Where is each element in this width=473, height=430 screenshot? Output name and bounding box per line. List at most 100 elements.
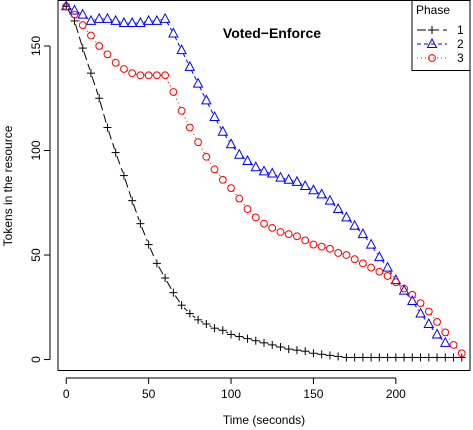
series-2-point bbox=[69, 4, 80, 15]
series-1-segment bbox=[83, 51, 91, 70]
series-2-segment bbox=[190, 69, 197, 81]
series-1-point bbox=[276, 343, 285, 352]
plot-frame bbox=[57, 0, 471, 371]
series-3-point bbox=[334, 249, 343, 257]
legend-marker bbox=[428, 54, 436, 62]
series-3-point bbox=[194, 138, 202, 147]
series-3-segment bbox=[216, 171, 222, 178]
series-3-segment bbox=[174, 94, 181, 108]
series-1-segment bbox=[174, 295, 181, 303]
series-1-point bbox=[367, 353, 376, 362]
series-2-point bbox=[406, 294, 418, 306]
y-tick-label: 50 bbox=[29, 248, 43, 262]
series-3-segment bbox=[199, 144, 206, 154]
x-axis: 0 50 100 150 200 bbox=[63, 377, 406, 401]
series-3-segment bbox=[232, 190, 238, 197]
legend: Phase 123 bbox=[411, 0, 471, 71]
series-1-point bbox=[301, 347, 310, 356]
series-2-point bbox=[357, 228, 369, 239]
series-1-point bbox=[325, 351, 334, 360]
series-3-point bbox=[111, 58, 120, 67]
series-3-point bbox=[284, 230, 293, 239]
series-2-point bbox=[200, 94, 212, 105]
series-1-point bbox=[251, 336, 260, 345]
series-2-point bbox=[143, 14, 154, 25]
series-1-point bbox=[202, 320, 211, 329]
series-3-point bbox=[342, 251, 351, 259]
series-1-point bbox=[136, 219, 145, 228]
series-3-point bbox=[293, 232, 301, 241]
series-1-segment bbox=[141, 226, 148, 242]
series-2-point bbox=[374, 251, 385, 262]
series-2-point bbox=[93, 12, 105, 23]
series-1-point bbox=[210, 324, 219, 333]
series-3-point bbox=[70, 10, 79, 19]
x-tick-label: 150 bbox=[303, 387, 323, 401]
series-3-point bbox=[260, 219, 268, 228]
series-1-point bbox=[152, 259, 161, 268]
series-3-point bbox=[317, 242, 326, 251]
series-2-point bbox=[242, 154, 253, 165]
series-1-point bbox=[78, 44, 87, 53]
series-3-segment bbox=[455, 347, 460, 352]
series-3-segment bbox=[92, 37, 98, 44]
series-2-point bbox=[258, 165, 270, 176]
series-3-segment bbox=[446, 335, 453, 343]
chart-title: Voted−Enforce bbox=[223, 25, 321, 41]
series-1-segment bbox=[149, 247, 156, 261]
series-2-point bbox=[77, 8, 89, 19]
series-1-point bbox=[334, 352, 343, 361]
series-1-point bbox=[449, 353, 458, 362]
series-2-point bbox=[291, 175, 303, 186]
series-3-point bbox=[161, 71, 170, 80]
series-2-point bbox=[283, 173, 295, 184]
series-3 bbox=[62, 2, 466, 358]
series-3-point bbox=[235, 194, 244, 203]
series-3-point bbox=[449, 341, 458, 349]
series-3-point bbox=[120, 65, 128, 73]
series-3-point bbox=[243, 205, 252, 213]
series-2-point bbox=[332, 202, 344, 214]
series-3-point bbox=[433, 318, 441, 326]
series-1-segment bbox=[91, 76, 99, 96]
series-2-point bbox=[209, 110, 220, 122]
series-1-point bbox=[194, 315, 203, 324]
series-2-segment bbox=[389, 270, 395, 278]
x-tick-label: 200 bbox=[386, 387, 406, 401]
series-1-point bbox=[317, 350, 326, 359]
series-3-point bbox=[375, 267, 384, 276]
series-3-segment bbox=[258, 219, 262, 222]
y-axis: 0 50 100 150 bbox=[29, 36, 51, 363]
series-2-point bbox=[184, 60, 196, 71]
series-1-point bbox=[243, 334, 252, 343]
legend-item-3: 3 bbox=[417, 51, 464, 65]
series-1-segment bbox=[132, 203, 140, 221]
series-1-point bbox=[400, 353, 409, 362]
series-3-point bbox=[152, 71, 161, 80]
series-3-segment bbox=[241, 201, 246, 207]
series-2-point bbox=[341, 211, 352, 222]
series-3-point bbox=[350, 255, 359, 264]
series-2-segment bbox=[166, 21, 173, 31]
legend-label: 3 bbox=[457, 51, 464, 65]
series-3-segment bbox=[224, 181, 229, 186]
series-2-point bbox=[176, 44, 187, 55]
series-3-point bbox=[87, 31, 95, 40]
x-tick-label: 100 bbox=[221, 387, 241, 401]
series-3-point bbox=[416, 299, 425, 308]
series-2-point bbox=[308, 184, 319, 195]
series-3-point bbox=[218, 175, 227, 184]
series-3-point bbox=[457, 349, 466, 358]
series-1-point bbox=[416, 353, 425, 362]
series-2-point bbox=[382, 261, 393, 272]
series-3-point bbox=[95, 42, 104, 50]
legend-box bbox=[411, 0, 471, 71]
series-1-point bbox=[144, 240, 153, 249]
series-1-segment bbox=[116, 155, 124, 173]
series-2-point bbox=[135, 16, 146, 27]
series-3-point bbox=[103, 50, 112, 59]
series-3-segment bbox=[118, 64, 122, 68]
series-3-point bbox=[301, 236, 310, 245]
series-2-point bbox=[365, 238, 377, 249]
